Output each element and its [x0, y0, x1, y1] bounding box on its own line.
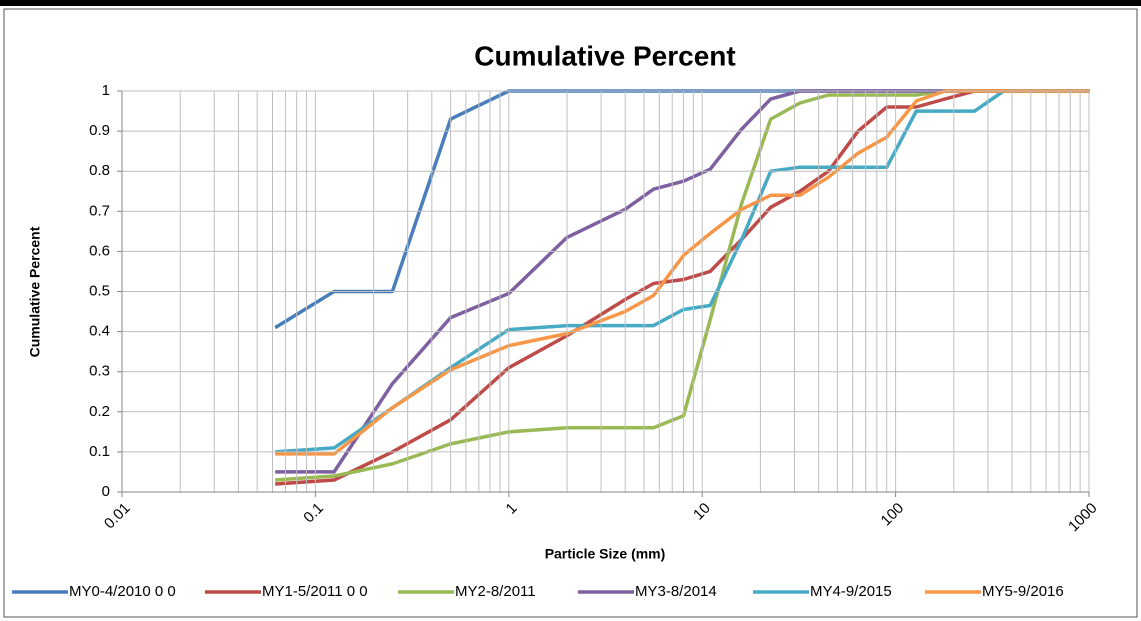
y-axis-label: Cumulative Percent: [27, 226, 43, 357]
y-tick-label: 0.4: [89, 323, 110, 340]
x-axis-label: Particle Size (mm): [545, 546, 666, 562]
y-tick-label: 0.5: [89, 282, 110, 299]
series-line: [275, 89, 1090, 486]
y-tick-label: 1: [102, 82, 110, 99]
chart-frame: [3, 8, 1138, 618]
legend-label: MY1-5/2011 0 0: [262, 583, 368, 600]
y-tick-label: 0.2: [89, 403, 110, 420]
y-tick-label: 0: [102, 483, 110, 500]
y-tick-label: 0.9: [89, 122, 110, 139]
top-band: [0, 0, 1141, 6]
y-tick-label: 0.8: [89, 162, 110, 179]
legend-label: MY3-8/2014: [635, 583, 717, 600]
legend-label: MY4-9/2015: [810, 583, 892, 600]
y-tick-label: 0.7: [89, 202, 110, 219]
chart-title: Cumulative Percent: [474, 40, 735, 71]
legend-label: MY5-9/2016: [982, 583, 1064, 600]
legend-label: MY2-8/2011: [455, 583, 536, 600]
y-tick-label: 0.6: [89, 242, 110, 259]
legend-label: MY0-4/2010 0 0: [69, 583, 176, 600]
series-line: [275, 89, 1090, 454]
y-tick-label: 0.3: [89, 363, 110, 380]
y-tick-label: 0.1: [89, 443, 110, 460]
